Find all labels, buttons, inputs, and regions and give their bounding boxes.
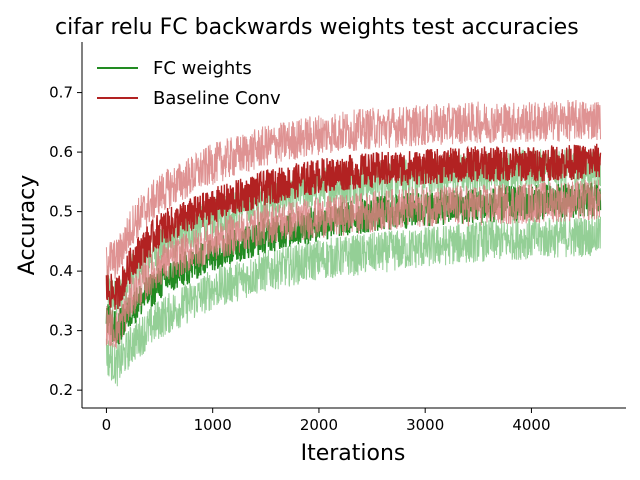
x-tick-label: 4000 [512, 416, 550, 434]
series-lower-line [105, 179, 601, 349]
y-axis-label: Accuracy [15, 175, 40, 275]
x-tick-label: 3000 [406, 416, 444, 434]
y-tick-label: 0.6 [49, 143, 73, 161]
chart-title: cifar relu FC backwards weights test acc… [55, 15, 579, 40]
y-tick-label: 0.2 [49, 381, 73, 399]
legend-label: Baseline Conv [153, 88, 281, 109]
y-tick-label: 0.5 [49, 203, 73, 221]
y-tick-label: 0.7 [49, 84, 73, 102]
x-tick-label: 2000 [300, 416, 338, 434]
x-axis-label: Iterations [301, 441, 406, 466]
series-upper-line [105, 99, 601, 279]
y-tick-label: 0.4 [49, 262, 73, 280]
x-tick-label: 0 [102, 416, 112, 434]
series-mean-line [105, 143, 602, 310]
x-ticks: 0 1000 2000 3000 4000 [102, 408, 551, 434]
series-baseline-conv [105, 99, 602, 349]
x-tick-label: 1000 [194, 416, 232, 434]
series-lower-line [105, 215, 601, 387]
legend: FC weights Baseline Conv [97, 58, 281, 109]
y-tick-label: 0.3 [49, 322, 73, 340]
y-ticks: 0.2 0.3 0.4 0.5 0.6 0.7 [49, 84, 82, 399]
legend-label: FC weights [153, 58, 252, 79]
series-layer [105, 99, 602, 387]
